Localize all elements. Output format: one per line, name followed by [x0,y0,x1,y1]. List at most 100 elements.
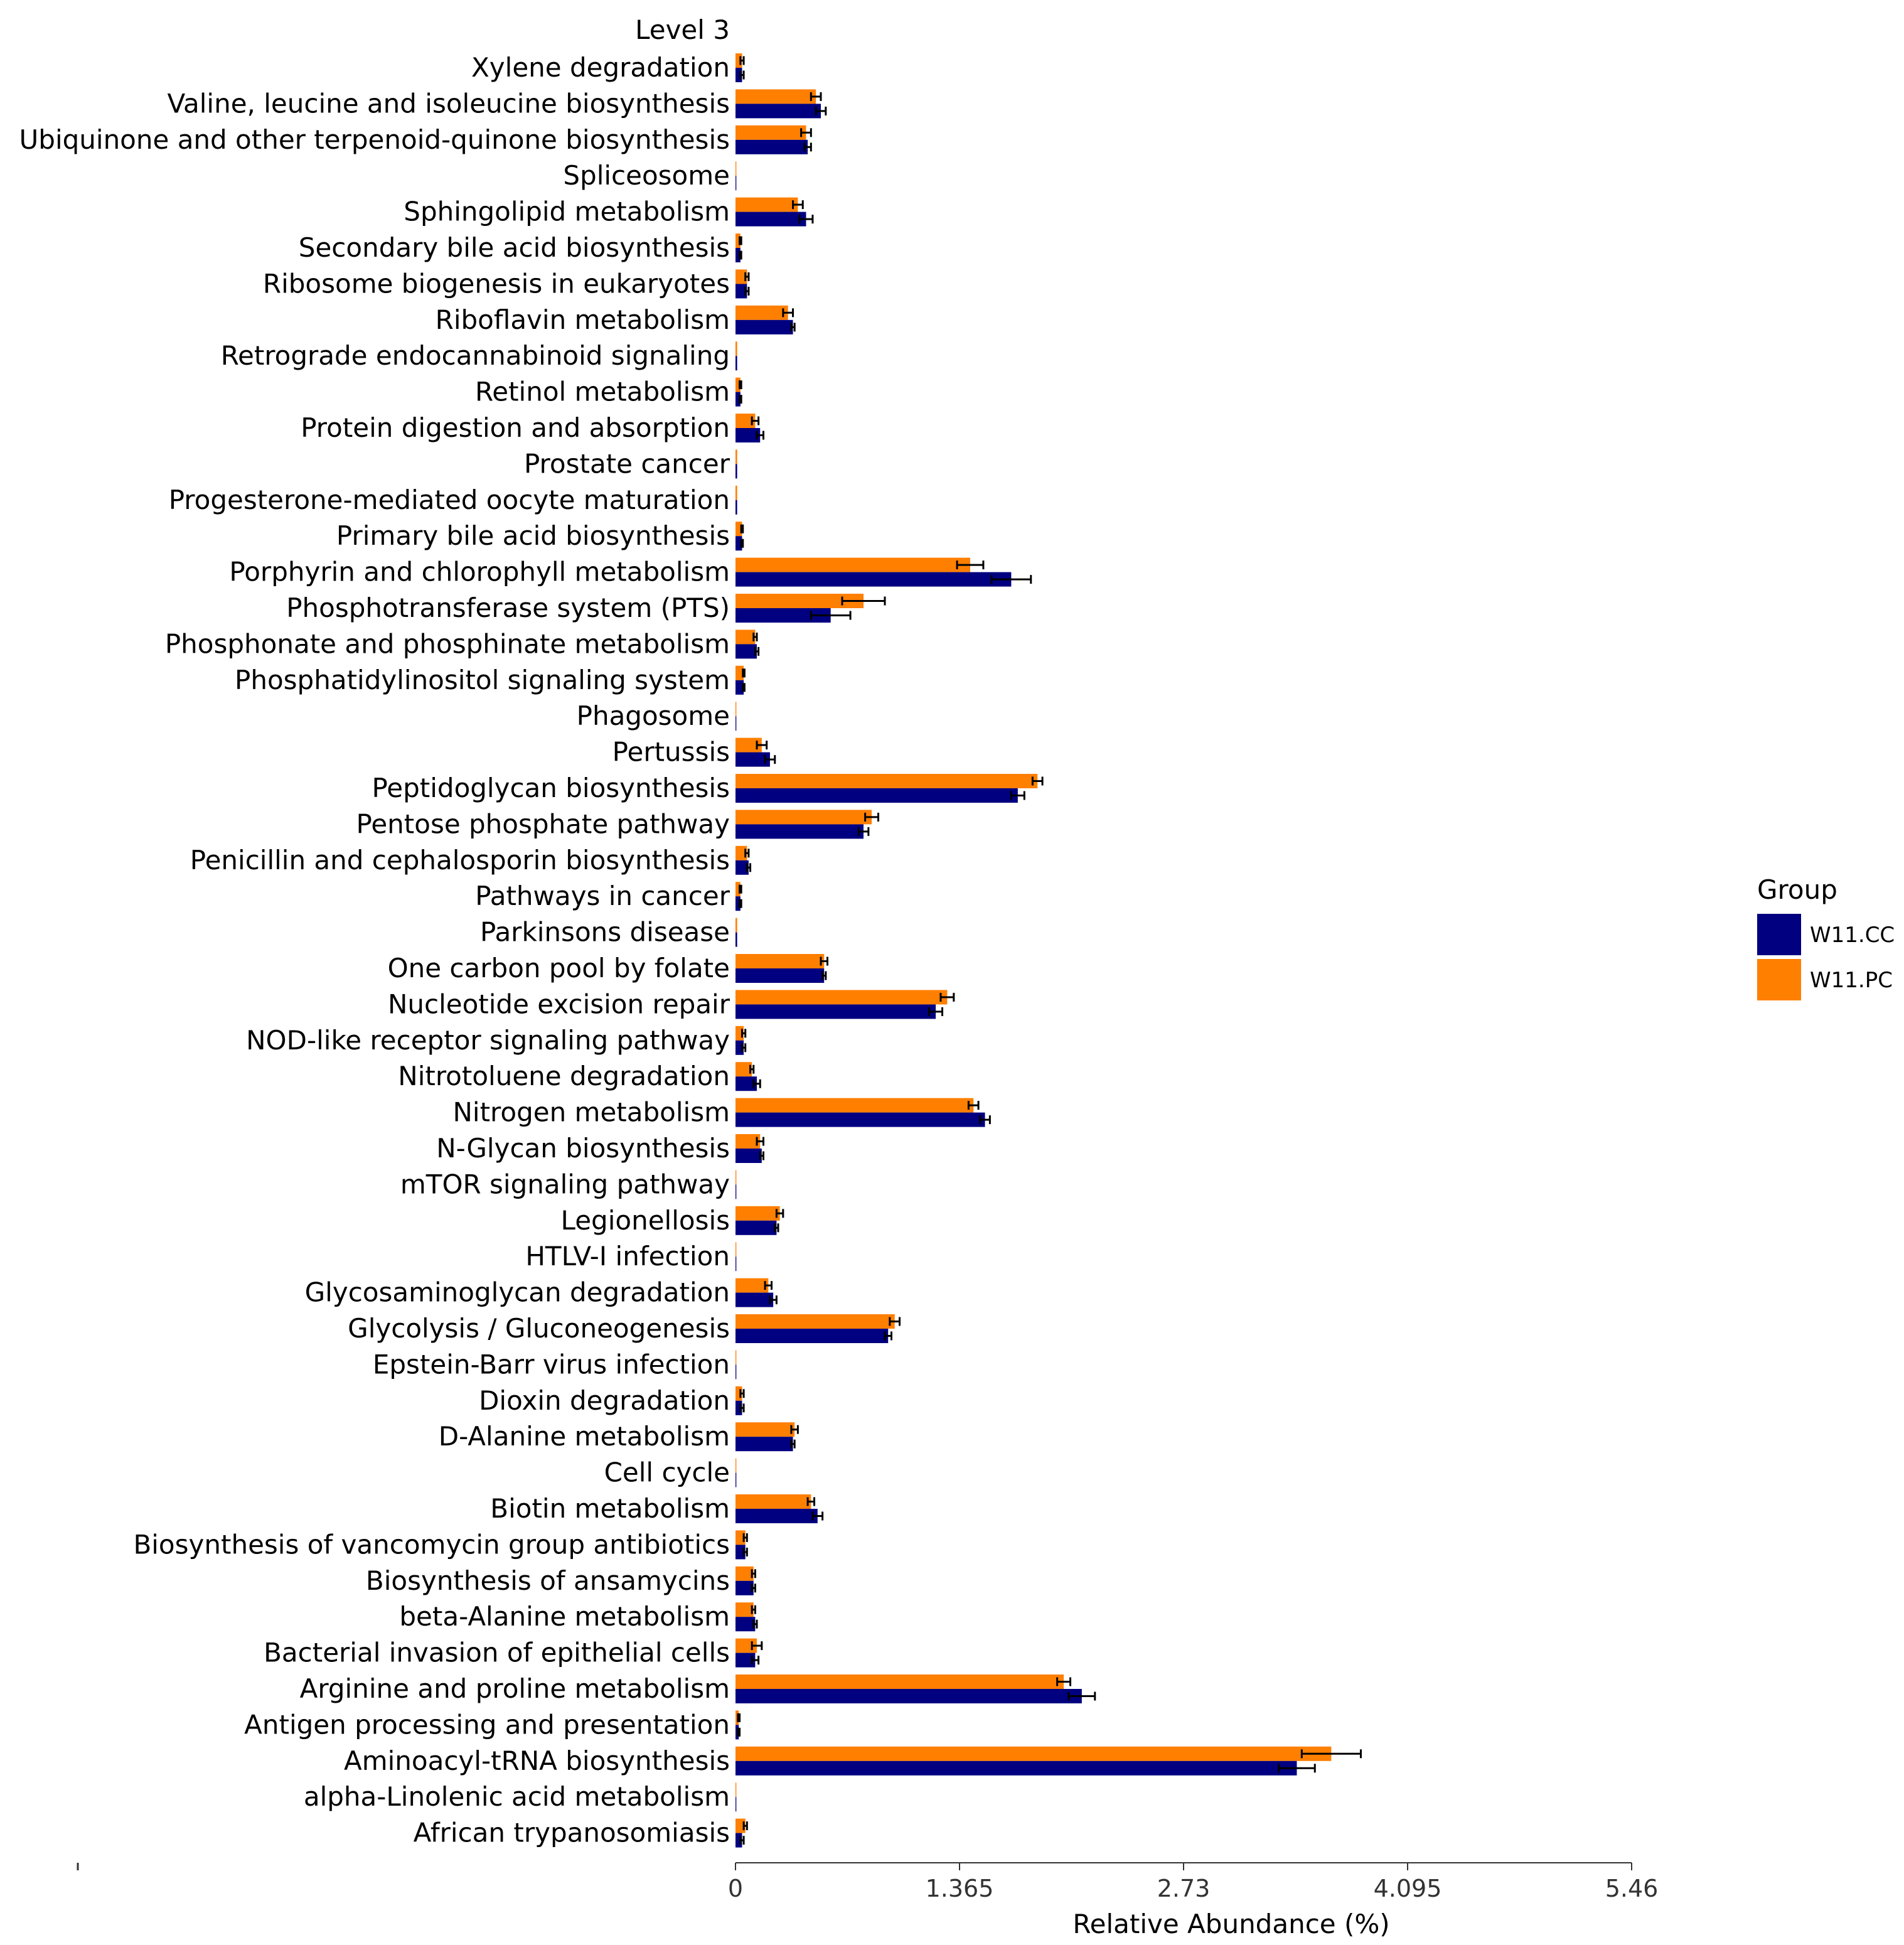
errorbar-w11-pc [841,596,886,606]
bar-w11-cc [735,716,737,731]
errorbar-w11-pc [751,1605,756,1614]
bar-w11-pc [735,1314,895,1329]
bar-w11-pc [735,89,816,104]
x-ticks: 0 1.365 2.73 4.095 5.46 [728,1863,1658,1902]
errorbar-w11-pc [742,1533,748,1542]
errorbar-w11-pc [739,380,742,390]
category-label: Glycosaminoglycan degradation [305,1277,730,1308]
category-label: Sphingolipid metabolism [404,196,730,227]
category-label: Arginine and proline metabolism [300,1673,730,1704]
bar-w11-cc [735,1220,777,1235]
category-label: Protein digestion and absorption [301,412,730,443]
bar-w11-pc [735,882,741,897]
bar-w11-cc [735,1329,889,1343]
bar-w11-pc [735,233,741,248]
errorbar-w11-pc [756,1137,764,1146]
bar-w11-pc [735,53,742,68]
errorbar-w11-cc [815,106,827,115]
bar-w11-pc [735,449,737,464]
bar-w11-pc [735,990,948,1005]
bar-w11-pc [735,557,970,572]
bar-w11-pc [735,1674,1064,1689]
errorbar-w11-cc [1067,1691,1096,1701]
bar-w11-cc [735,139,808,154]
errorbar-w11-cc [1278,1764,1316,1773]
errorbar-w11-pc [810,92,822,101]
errorbar-w11-cc [769,1295,778,1305]
category-label: Pathways in cancer [475,881,730,911]
errorbar-w11-cc [742,683,746,692]
errorbar-w11-cc [857,827,870,836]
category-label: Epstein-Barr virus infection [373,1349,730,1380]
errorbar-w11-cc [751,1656,760,1665]
category-label: Peptidoglycan biosynthesis [372,773,730,803]
errorbar-w11-cc [821,971,827,980]
bar-w11-pc [735,377,741,392]
errorbar-w11-pc [740,524,744,533]
errorbar-w11-cc [798,215,814,224]
errorbar-w11-cc [737,1727,741,1737]
bar-w11-cc [735,1149,762,1163]
bar-w11-pc [735,665,744,680]
bar-w11-cc [735,608,831,623]
errorbar-w11-pc [775,1209,784,1218]
category-label: Ribosome biogenesis in eukaryotes [263,268,730,299]
bar-w11-cc [735,1472,737,1487]
category-label: NOD-like receptor signaling pathway [246,1025,730,1056]
bar-w11-cc [735,428,761,442]
bar-w11-cc [735,1112,985,1127]
errorbar-w11-pc [1031,776,1044,786]
category-label: Biotin metabolism [490,1493,730,1524]
errorbar-w11-cc [751,1583,756,1593]
bar-w11-cc [735,1689,1082,1703]
bar-w11-cc [735,860,749,875]
bar-w11-cc [735,500,737,515]
errorbar-w11-pc [752,632,758,641]
bar-w11-cc [735,319,793,335]
legend-title: Group [1757,874,1837,905]
legend-swatch [1757,914,1801,955]
bar-w11-cc [735,572,1012,587]
category-label: Phagosome [577,700,730,731]
errorbar-w11-cc [741,1043,747,1053]
errorbar-w11-cc [744,286,750,296]
errorbar-w11-pc [739,56,745,65]
bar-w11-cc [735,752,770,767]
bar-w11-pc [735,630,756,645]
bar-w11-cc [735,1004,936,1019]
errorbar-w11-pc [751,416,760,426]
bar-w11-cc [735,680,744,695]
bar-w11-pc [735,1746,1332,1761]
bar-w11-cc [735,1580,754,1595]
bar-w11-pc [735,1566,754,1581]
errorbar-w11-pc [756,741,768,750]
errorbar-w11-cc [742,1547,748,1557]
bar-w11-cc [735,464,737,479]
bar-w11-cc [735,644,757,659]
errorbar-w11-cc [759,1151,764,1160]
errorbar-w11-pc [741,1029,747,1038]
errorbar-w11-cc [740,538,744,548]
bar-w11-cc [735,176,737,191]
bar-w11-pc [735,161,737,176]
bar-w11-pc [735,197,798,212]
bar-w11-pc [735,522,742,537]
errorbar-w11-pc [939,992,955,1002]
errorbar-w11-cc [810,611,852,620]
bar-w11-pc [735,485,737,500]
category-label: Nucleotide excision repair [388,989,730,1019]
plot-area [735,53,1362,1848]
legend-label: W11.CC [1810,923,1895,948]
errorbar-w11-pc [751,1641,763,1651]
category-label: Glycolysis / Gluconeogenesis [348,1313,730,1344]
errorbar-w11-pc [889,1317,901,1326]
category-label: Prostate cancer [524,448,730,479]
bar-w11-pc [735,1242,737,1257]
bar-w11-pc [735,341,737,356]
category-label: Riboflavin metabolism [436,304,730,335]
errorbar-w11-cc [990,575,1032,584]
bar-w11-cc [735,536,742,551]
category-label: Ubiquinone and other terpenoid-quinone b… [19,124,730,155]
errorbar-w11-cc [739,899,742,908]
